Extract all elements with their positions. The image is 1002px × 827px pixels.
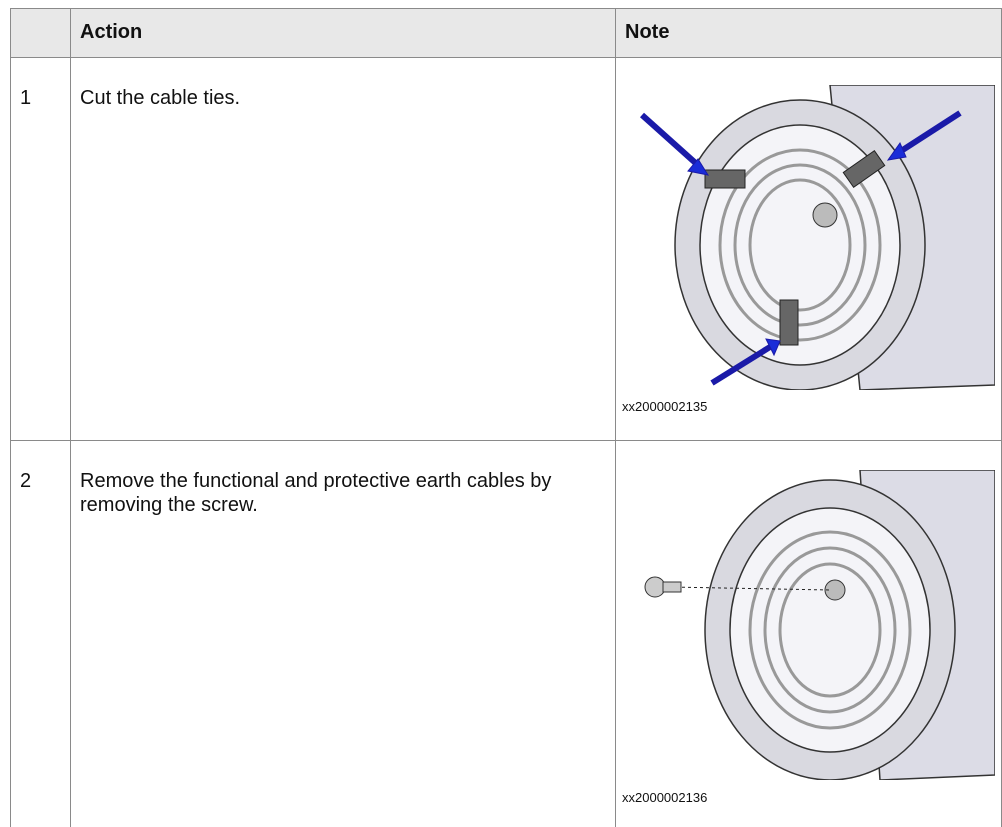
border [10,8,1002,9]
border [70,8,71,827]
border [615,8,616,827]
step-action: Cut the cable ties. [80,87,241,109]
illustration [644,470,995,780]
step-number: 2 [20,470,32,492]
header-row [10,8,1002,57]
header-action: Action [80,21,143,43]
border [10,57,1002,58]
header-note: Note [625,21,670,43]
border [10,440,1002,441]
step-action: Remove the functional and protective ear… [80,470,552,516]
illustration [639,85,995,390]
step-number: 1 [20,87,32,109]
figure-caption: xx2000002135 [622,399,708,414]
border [10,8,11,827]
figure-caption: xx2000002136 [622,790,708,805]
